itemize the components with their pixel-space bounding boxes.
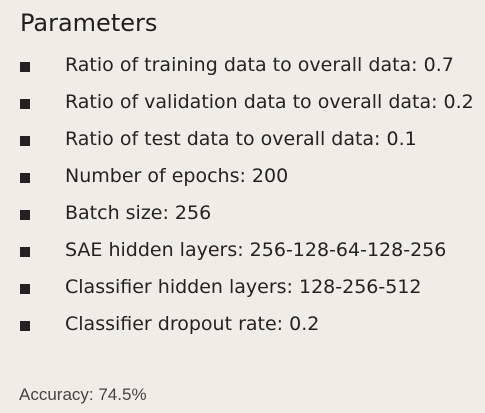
square-bullet-icon [20,136,30,146]
panel-title: Parameters [20,9,158,37]
parameter-label: Ratio of test data to overall data: 0.1 [65,128,417,150]
parameter-list: Ratio of training data to overall data: … [0,50,485,346]
parameter-label: Number of epochs: 200 [65,165,289,187]
square-bullet-icon [20,62,30,72]
square-bullet-icon [20,321,30,331]
parameter-label: Ratio of validation data to overall data… [65,91,474,113]
square-bullet-icon [20,173,30,183]
parameter-label: Ratio of training data to overall data: … [65,54,454,76]
parameter-item-training-ratio: Ratio of training data to overall data: … [0,50,485,87]
parameter-label: Batch size: 256 [65,202,212,224]
parameter-label: SAE hidden layers: 256-128-64-128-256 [65,239,447,261]
parameter-item-batch-size: Batch size: 256 [0,198,485,235]
parameter-item-classifier-layers: Classifier hidden layers: 128-256-512 [0,272,485,309]
parameter-label: Classifier hidden layers: 128-256-512 [65,276,422,298]
square-bullet-icon [20,99,30,109]
parameter-label: Classifier dropout rate: 0.2 [65,313,320,335]
parameter-item-validation-ratio: Ratio of validation data to overall data… [0,87,485,124]
accuracy-readout: Accuracy: 74.5% [19,385,147,404]
parameter-item-test-ratio: Ratio of test data to overall data: 0.1 [0,124,485,161]
parameter-item-sae-layers: SAE hidden layers: 256-128-64-128-256 [0,235,485,272]
square-bullet-icon [20,284,30,294]
parameter-item-epochs: Number of epochs: 200 [0,161,485,198]
parameter-item-dropout: Classifier dropout rate: 0.2 [0,309,485,346]
square-bullet-icon [20,210,30,220]
square-bullet-icon [20,247,30,257]
